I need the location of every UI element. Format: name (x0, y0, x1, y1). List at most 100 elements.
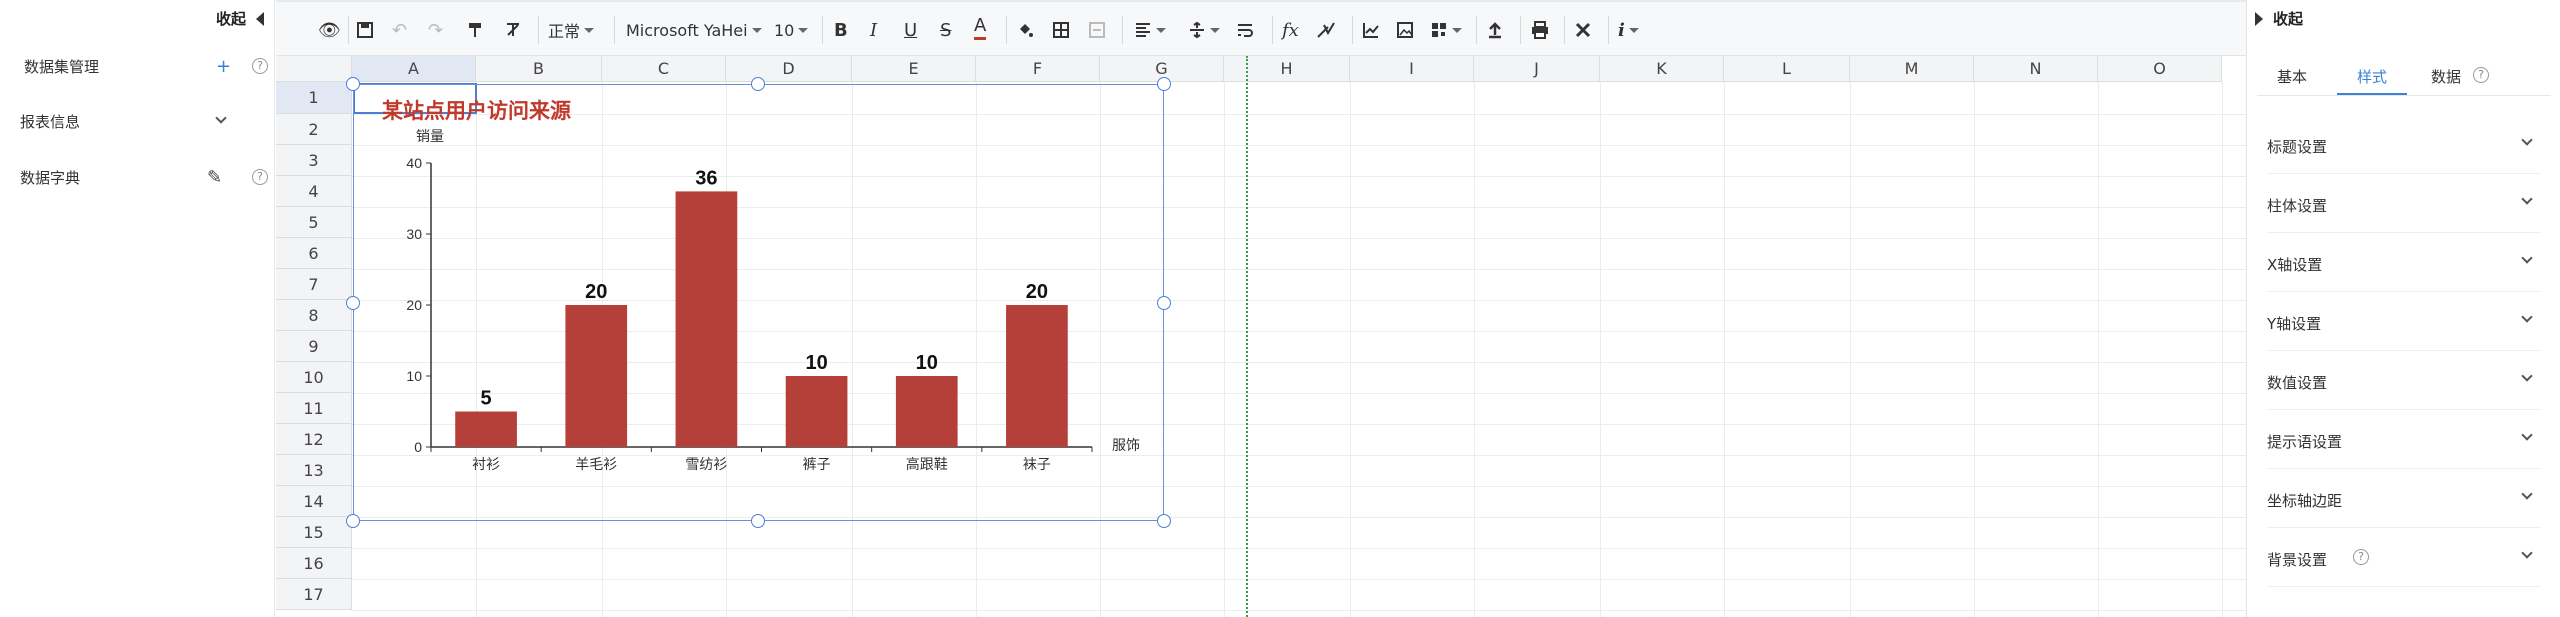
resize-handle-mr[interactable] (1157, 296, 1171, 310)
edit-pencil-icon[interactable]: ✎ (207, 166, 223, 188)
row-header-14[interactable]: 14 (276, 486, 352, 517)
align-vertical-icon[interactable] (1188, 14, 1220, 46)
row-header-9[interactable]: 9 (276, 331, 352, 362)
help-icon[interactable]: ? (252, 169, 268, 185)
bar-chart[interactable]: 某站点用户访问来源 销量 服饰 0 10 20 30 40 5 衬衫 20 羊毛衫 36 雪纺衫 1… (354, 85, 1165, 522)
resize-handle-bl[interactable] (346, 514, 360, 528)
formula-icon[interactable] (1316, 14, 1336, 46)
resize-handle-tc[interactable] (751, 77, 765, 91)
chevron-down-icon[interactable] (2521, 134, 2533, 146)
upload-icon[interactable] (1486, 14, 1504, 46)
bar[interactable] (675, 191, 738, 447)
column-header-d[interactable]: D (726, 56, 852, 82)
chevron-down-icon[interactable] (2521, 370, 2533, 382)
row-header-6[interactable]: 6 (276, 238, 352, 269)
resize-handle-ml[interactable] (346, 296, 360, 310)
column-header-f[interactable]: F (976, 56, 1100, 82)
resize-handle-tr[interactable] (1157, 77, 1171, 91)
row-header-13[interactable]: 13 (276, 455, 352, 486)
row-header-11[interactable]: 11 (276, 393, 352, 424)
qrcode-icon[interactable] (1430, 14, 1462, 46)
help-icon[interactable]: ? (2353, 549, 2369, 565)
row-header-7[interactable]: 7 (276, 269, 352, 300)
tab-basic[interactable]: 基本 (2277, 68, 2308, 86)
chevron-down-icon[interactable] (2521, 311, 2533, 323)
strikethrough-icon[interactable]: S (940, 19, 952, 41)
chevron-down-icon[interactable] (2521, 429, 2533, 441)
chevron-down-icon[interactable] (2521, 252, 2533, 264)
settings-section[interactable]: 背景设置? (2267, 529, 2541, 587)
row-header-10[interactable]: 10 (276, 362, 352, 393)
tools-icon[interactable] (1574, 14, 1592, 46)
function-icon[interactable]: fx (1282, 19, 1299, 41)
underline-icon[interactable]: U (904, 19, 918, 41)
help-icon[interactable]: ? (2473, 67, 2489, 83)
fill-color-icon[interactable] (1016, 14, 1034, 46)
chevron-down-icon[interactable] (2521, 193, 2533, 205)
column-header-c[interactable]: C (602, 56, 726, 82)
settings-section[interactable]: 坐标轴边距 (2267, 470, 2541, 528)
italic-icon[interactable]: I (870, 19, 878, 41)
chevron-down-icon[interactable] (215, 112, 227, 124)
column-header-o[interactable]: O (2098, 56, 2222, 82)
row-header-8[interactable]: 8 (276, 300, 352, 331)
report-info-item[interactable]: 报表信息 (0, 101, 275, 141)
bar[interactable] (895, 376, 958, 447)
align-horizontal-icon[interactable] (1134, 14, 1166, 46)
bar[interactable] (565, 305, 628, 447)
dataset-management-item[interactable]: 数据集管理 + ? (0, 46, 275, 86)
column-header-l[interactable]: L (1724, 56, 1850, 82)
settings-section[interactable]: 标题设置 (2267, 116, 2541, 174)
bar[interactable] (1006, 305, 1068, 447)
bar[interactable] (785, 376, 848, 447)
right-collapse-button[interactable]: 收起 (2255, 8, 2303, 29)
bold-icon[interactable]: B (834, 19, 848, 41)
border-icon[interactable] (1052, 14, 1070, 46)
column-header-h[interactable]: H (1224, 56, 1350, 82)
undo-icon[interactable]: ↶ (392, 19, 408, 41)
add-dataset-icon[interactable]: + (216, 55, 232, 77)
left-collapse-button[interactable]: 收起 (216, 8, 264, 29)
redo-icon[interactable]: ↷ (428, 19, 444, 41)
font-color-icon[interactable]: A (974, 14, 987, 40)
settings-section[interactable]: 柱体设置 (2267, 175, 2541, 233)
column-header-i[interactable]: I (1350, 56, 1474, 82)
column-header-j[interactable]: J (1474, 56, 1600, 82)
chart-icon[interactable] (1362, 14, 1380, 46)
print-icon[interactable] (1530, 14, 1550, 46)
column-header-e[interactable]: E (852, 56, 976, 82)
image-icon[interactable] (1396, 14, 1414, 46)
row-header-4[interactable]: 4 (276, 176, 352, 207)
tab-data[interactable]: 数据 (2431, 68, 2462, 86)
row-header-17[interactable]: 17 (276, 579, 352, 610)
settings-section[interactable]: 数值设置 (2267, 352, 2541, 410)
merge-icon[interactable] (1088, 14, 1106, 46)
settings-section[interactable]: 提示语设置 (2267, 411, 2541, 469)
sheet-corner[interactable] (276, 56, 352, 82)
column-header-k[interactable]: K (1600, 56, 1724, 82)
resize-handle-bc[interactable] (751, 514, 765, 528)
clear-format-icon[interactable] (504, 14, 522, 46)
data-dictionary-item[interactable]: 数据字典 ✎ ? (0, 157, 275, 197)
settings-section[interactable]: Y轴设置 (2267, 293, 2541, 351)
preview-icon[interactable]: 👁 (318, 19, 341, 41)
settings-section[interactable]: X轴设置 (2267, 234, 2541, 292)
column-header-a[interactable]: A (352, 56, 476, 82)
resize-handle-tl[interactable] (346, 77, 360, 91)
chart-container[interactable]: 某站点用户访问来源 销量 服饰 0 10 20 30 40 5 衬衫 20 羊毛衫 36 雪纺衫 1… (353, 84, 1164, 521)
resize-handle-br[interactable] (1157, 514, 1171, 528)
row-header-1[interactable]: 1 (276, 82, 352, 114)
chevron-down-icon[interactable] (2521, 488, 2533, 500)
row-header-16[interactable]: 16 (276, 548, 352, 579)
bar[interactable] (455, 411, 517, 448)
column-header-m[interactable]: M (1850, 56, 1974, 82)
format-painter-icon[interactable] (466, 14, 484, 46)
row-header-12[interactable]: 12 (276, 424, 352, 455)
chevron-down-icon[interactable] (2521, 547, 2533, 559)
tab-style[interactable]: 样式 (2357, 68, 2388, 86)
row-header-3[interactable]: 3 (276, 145, 352, 176)
font-family-select[interactable]: Microsoft YaHei (626, 16, 762, 44)
save-icon[interactable] (356, 14, 374, 46)
font-style-select[interactable]: 正常 (548, 16, 595, 44)
